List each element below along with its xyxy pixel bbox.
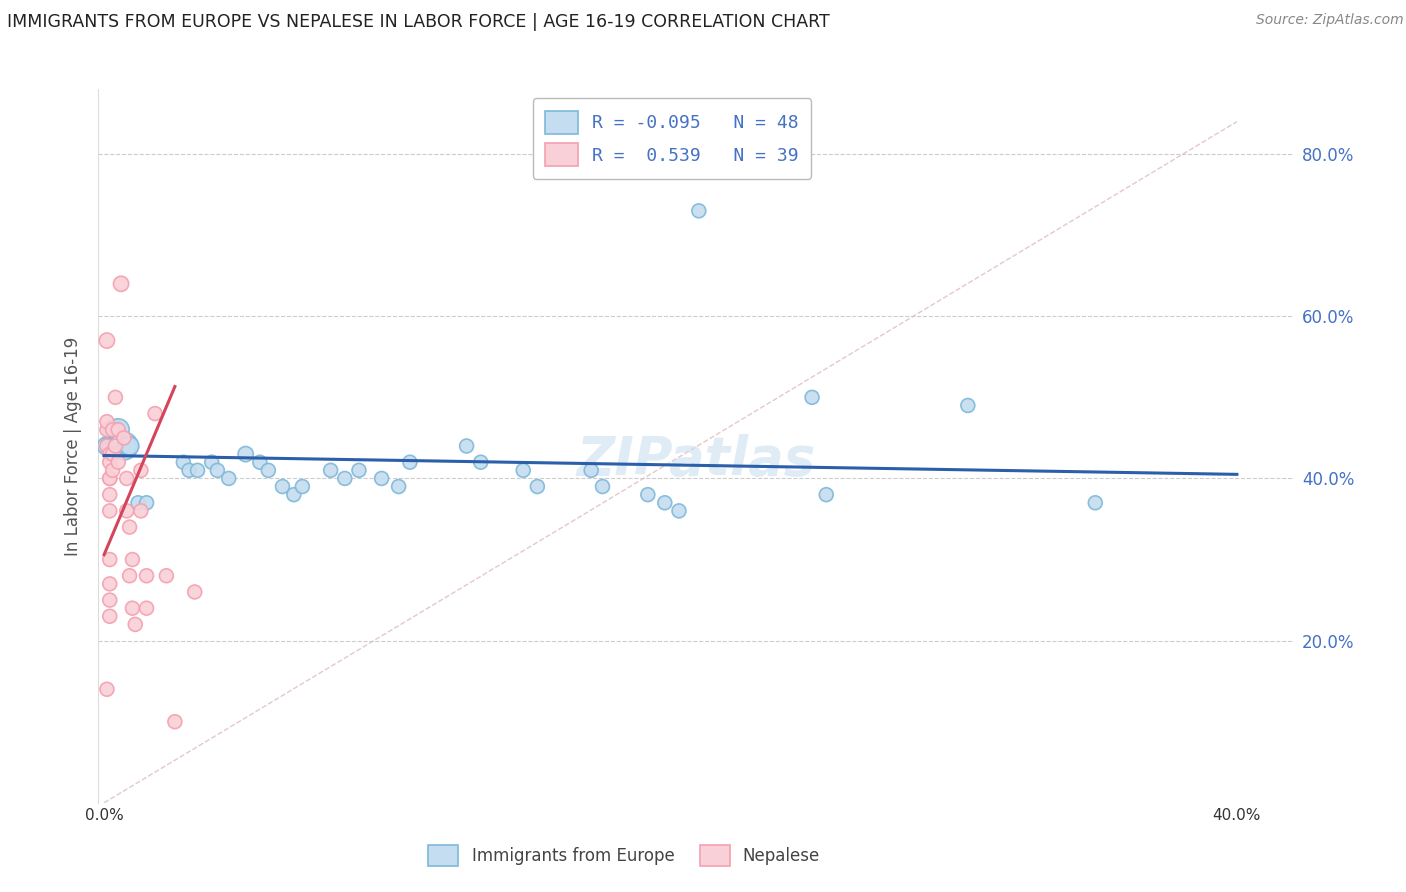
Point bbox=[115, 504, 138, 518]
Point bbox=[333, 471, 356, 485]
Point bbox=[456, 439, 478, 453]
Point bbox=[98, 552, 121, 566]
Point bbox=[101, 439, 124, 453]
Point bbox=[98, 577, 121, 591]
Text: Source: ZipAtlas.com: Source: ZipAtlas.com bbox=[1256, 13, 1403, 28]
Point bbox=[201, 455, 224, 469]
Point bbox=[135, 601, 157, 615]
Point bbox=[654, 496, 676, 510]
Point bbox=[283, 488, 305, 502]
Text: IMMIGRANTS FROM EUROPE VS NEPALESE IN LABOR FORCE | AGE 16-19 CORRELATION CHART: IMMIGRANTS FROM EUROPE VS NEPALESE IN LA… bbox=[7, 13, 830, 31]
Point bbox=[98, 609, 121, 624]
Point bbox=[98, 471, 121, 485]
Point bbox=[579, 463, 602, 477]
Point bbox=[96, 439, 118, 453]
Y-axis label: In Labor Force | Age 16-19: In Labor Force | Age 16-19 bbox=[65, 336, 83, 556]
Point bbox=[235, 447, 257, 461]
Point bbox=[115, 439, 138, 453]
Point bbox=[470, 455, 492, 469]
Point bbox=[127, 496, 149, 510]
Text: ZIPatlas: ZIPatlas bbox=[576, 434, 815, 486]
Point bbox=[101, 463, 124, 477]
Point bbox=[129, 463, 152, 477]
Point bbox=[104, 439, 127, 453]
Point bbox=[96, 334, 118, 348]
Point bbox=[207, 463, 229, 477]
Legend: Immigrants from Europe, Nepalese: Immigrants from Europe, Nepalese bbox=[422, 838, 827, 873]
Point bbox=[815, 488, 838, 502]
Point bbox=[271, 479, 294, 493]
Point bbox=[118, 568, 141, 582]
Point bbox=[101, 423, 124, 437]
Point bbox=[115, 471, 138, 485]
Point bbox=[112, 439, 135, 453]
Point bbox=[107, 423, 129, 437]
Point bbox=[98, 447, 121, 461]
Point bbox=[96, 415, 118, 429]
Point bbox=[1084, 496, 1107, 510]
Point bbox=[96, 682, 118, 697]
Point bbox=[370, 471, 392, 485]
Point bbox=[96, 423, 118, 437]
Point bbox=[101, 447, 124, 461]
Point bbox=[592, 479, 614, 493]
Point bbox=[110, 277, 132, 291]
Point bbox=[956, 399, 979, 413]
Point bbox=[637, 488, 659, 502]
Point bbox=[155, 568, 177, 582]
Point bbox=[98, 439, 121, 453]
Point bbox=[257, 463, 280, 477]
Point bbox=[249, 455, 271, 469]
Point bbox=[347, 463, 370, 477]
Point bbox=[98, 471, 121, 485]
Point bbox=[135, 496, 157, 510]
Point bbox=[177, 463, 200, 477]
Point bbox=[118, 520, 141, 534]
Point bbox=[186, 463, 208, 477]
Point bbox=[688, 203, 710, 218]
Point bbox=[124, 617, 146, 632]
Point bbox=[129, 504, 152, 518]
Point bbox=[107, 439, 129, 453]
Point bbox=[291, 479, 314, 493]
Point bbox=[319, 463, 342, 477]
Point bbox=[107, 455, 129, 469]
Point bbox=[121, 601, 143, 615]
Point bbox=[121, 552, 143, 566]
Point bbox=[104, 423, 127, 437]
Point bbox=[112, 431, 135, 445]
Point bbox=[526, 479, 548, 493]
Point bbox=[104, 439, 127, 453]
Point bbox=[172, 455, 194, 469]
Point bbox=[388, 479, 411, 493]
Point bbox=[98, 488, 121, 502]
Point bbox=[101, 423, 124, 437]
Point bbox=[143, 407, 166, 421]
Point bbox=[98, 593, 121, 607]
Point bbox=[98, 455, 121, 469]
Point bbox=[107, 423, 129, 437]
Point bbox=[512, 463, 534, 477]
Point bbox=[110, 439, 132, 453]
Point bbox=[163, 714, 186, 729]
Point bbox=[801, 390, 824, 404]
Point bbox=[107, 439, 129, 453]
Point bbox=[104, 390, 127, 404]
Point bbox=[218, 471, 240, 485]
Point bbox=[115, 439, 138, 453]
Point bbox=[668, 504, 690, 518]
Point bbox=[98, 504, 121, 518]
Point bbox=[118, 439, 141, 453]
Point bbox=[399, 455, 422, 469]
Point bbox=[183, 585, 205, 599]
Point bbox=[135, 568, 157, 582]
Point bbox=[96, 439, 118, 453]
